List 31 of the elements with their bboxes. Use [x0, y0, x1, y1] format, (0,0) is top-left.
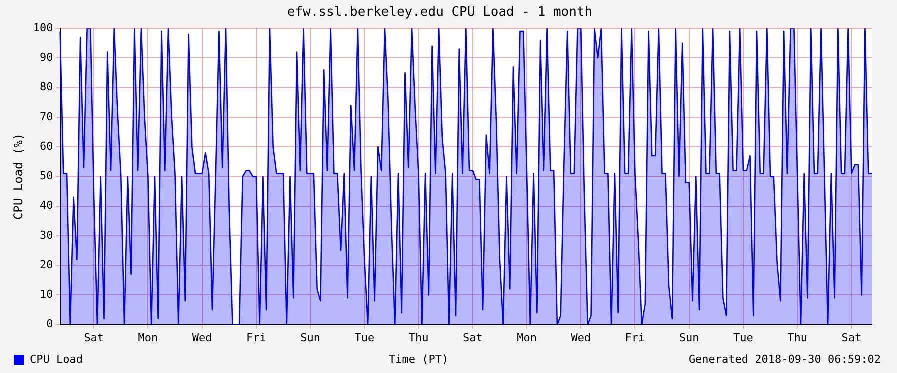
x-tick-label: Sat	[842, 331, 862, 344]
y-tick-label: 100	[33, 21, 54, 34]
x-axis-title: Time (PT)	[389, 353, 449, 366]
x-tick-label: Sun	[679, 331, 700, 344]
x-tick-label: Fri	[246, 331, 266, 344]
x-tick-label: Sun	[300, 331, 320, 344]
y-tick-label: 40	[40, 199, 54, 212]
x-tick-label: Tue	[354, 331, 375, 344]
x-tick-label: Wed	[571, 331, 592, 344]
x-tick-label: Wed	[192, 331, 212, 344]
y-tick-label: 60	[40, 140, 54, 153]
y-tick-label: 50	[40, 170, 54, 183]
chart-title: efw.ssl.berkeley.edu CPU Load - 1 month	[287, 5, 593, 20]
legend-label: CPU Load	[30, 353, 83, 366]
y-tick-label: 20	[40, 258, 54, 272]
x-tick-label: Thu	[788, 331, 808, 344]
text: Generated 2018-09-30 06:59:02	[688, 353, 881, 366]
x-tick-label: Sat	[84, 331, 104, 344]
x-tick-label: Tue	[734, 331, 754, 344]
y-tick-label: 30	[40, 228, 54, 242]
y-tick-label: 90	[40, 51, 54, 64]
y-tick-label: 80	[40, 80, 54, 94]
x-tick-label: Sat	[462, 331, 483, 344]
x-tick-label: Fri	[625, 331, 646, 344]
y-axis-title: CPU Load (%)	[11, 133, 26, 220]
x-tick-label: Thu	[408, 331, 429, 344]
x-tick-label: Mon	[517, 331, 537, 344]
y-tick-label: 10	[40, 288, 54, 302]
y-tick-label: 70	[40, 110, 54, 124]
y-tick-label: 0	[46, 318, 54, 331]
x-tick-label: Mon	[138, 331, 158, 344]
